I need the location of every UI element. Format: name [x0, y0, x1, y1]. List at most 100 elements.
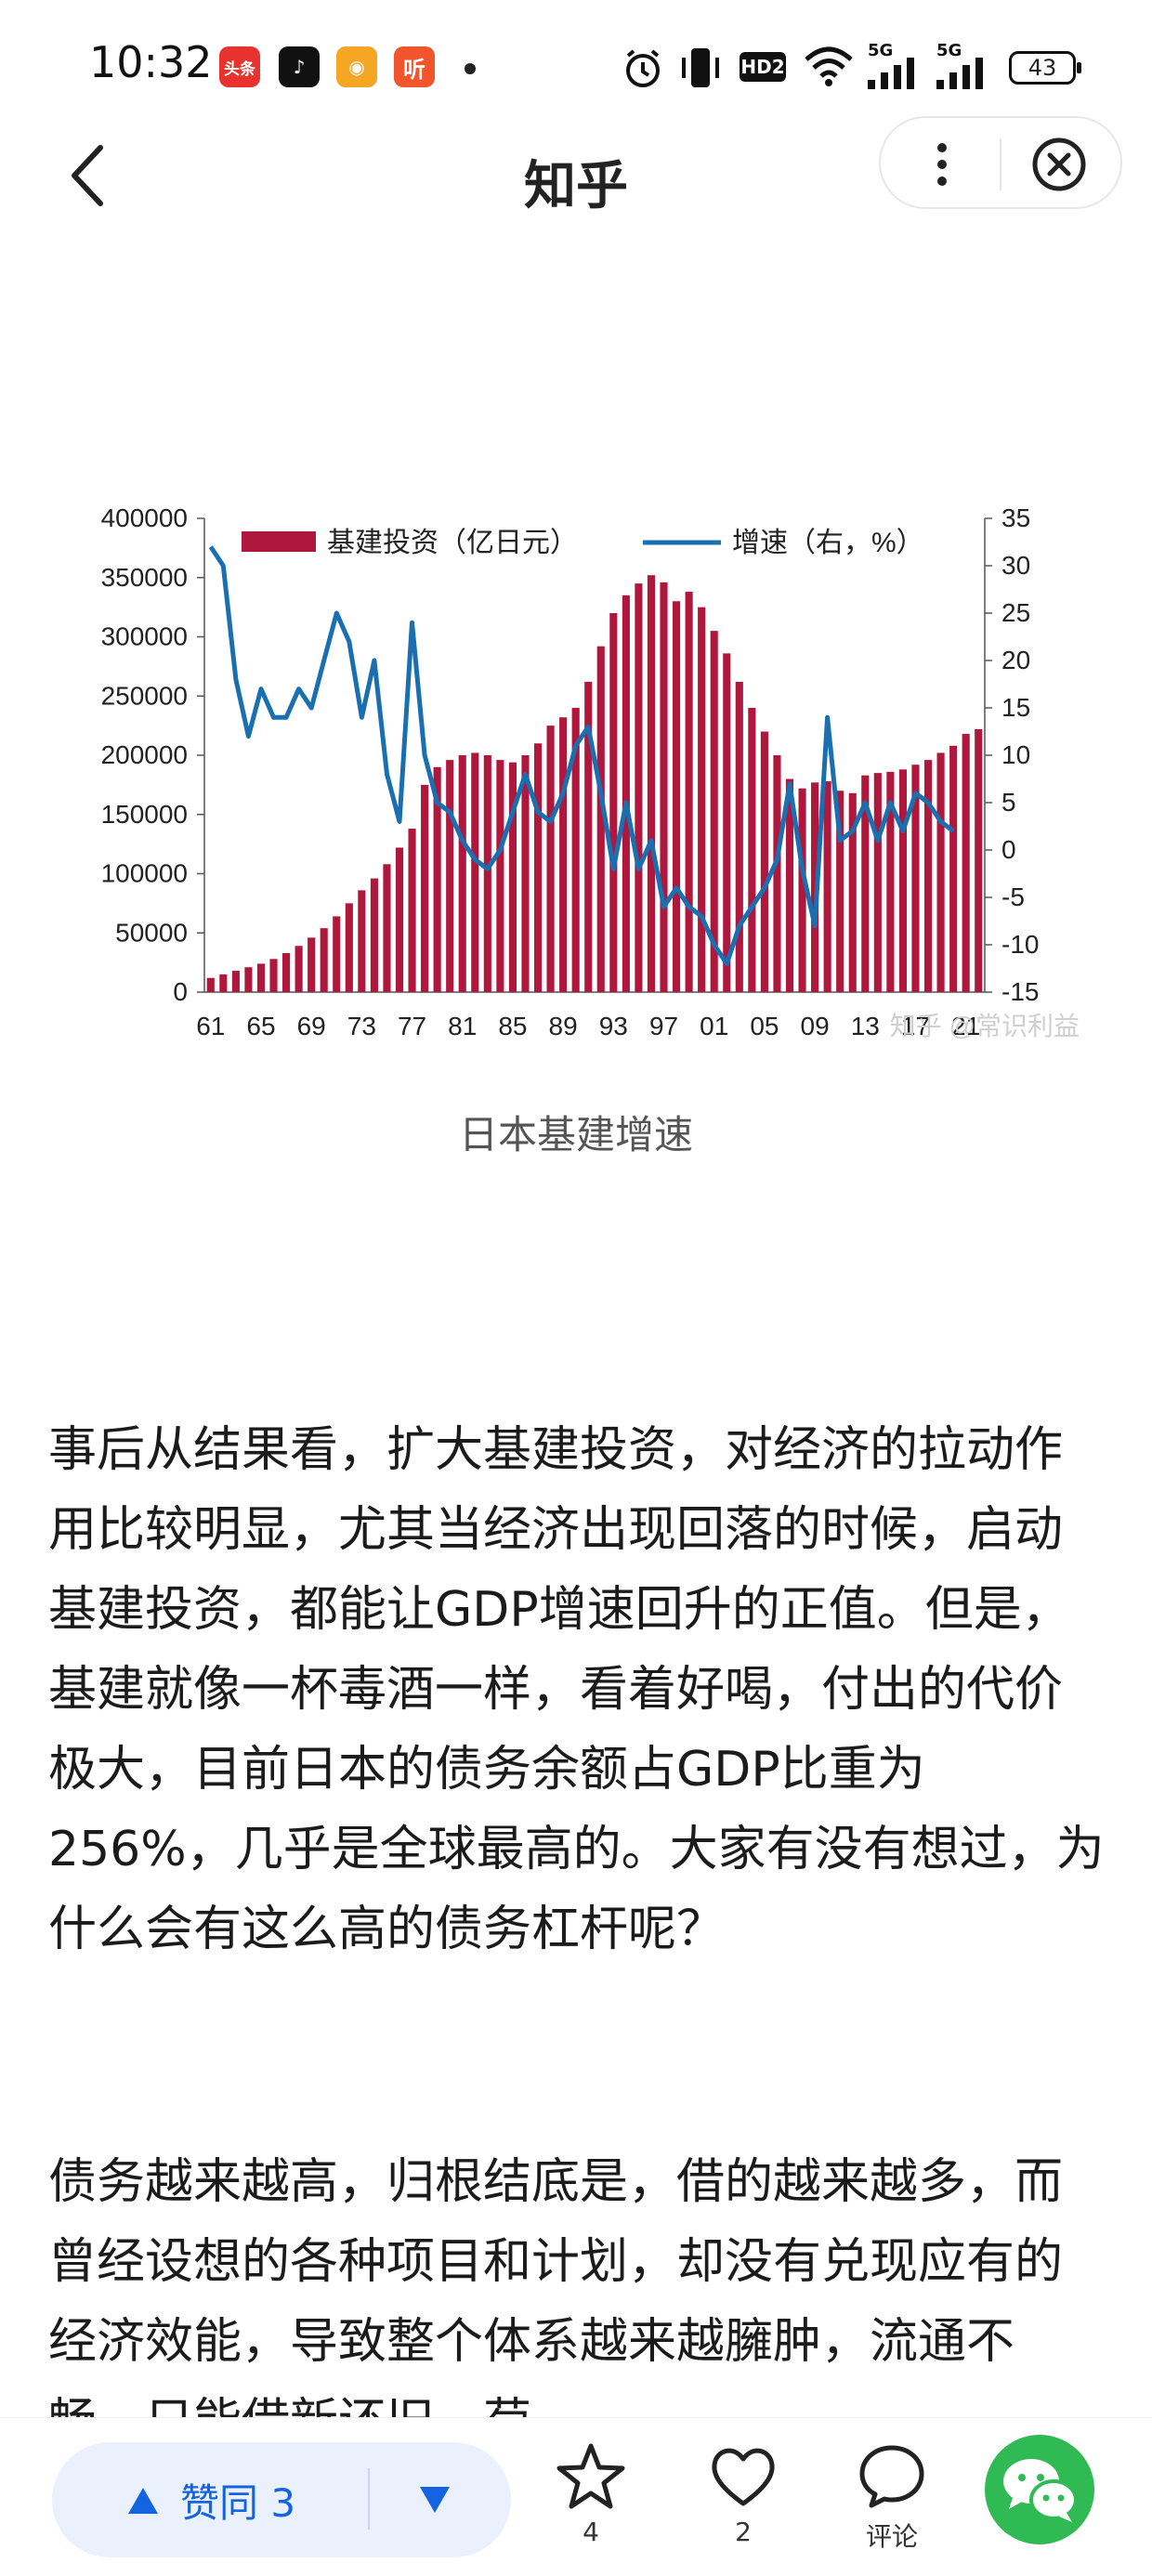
bar-1996	[648, 575, 655, 992]
bar-1976	[396, 847, 403, 992]
bar-1964	[244, 967, 252, 992]
right-tick-label: 30	[1001, 551, 1030, 580]
bar-1961	[207, 978, 215, 992]
left-tick-label: 200000	[101, 740, 188, 769]
capsule-divider	[1000, 138, 1001, 190]
x-tick-label: 09	[801, 1012, 830, 1040]
mini-program-capsule	[879, 116, 1122, 209]
right-tick-label: 0	[1001, 835, 1016, 864]
right-tick-label: 15	[1001, 693, 1030, 722]
infrastructure-chart: 4000003500003000002500002000001500001000…	[37, 483, 1115, 1059]
bar-2018	[924, 760, 932, 992]
x-tick-label: 61	[196, 1012, 225, 1040]
bar-2004	[748, 708, 755, 992]
x-tick-label: 01	[700, 1012, 728, 1040]
hd-icon: HD2	[740, 52, 786, 82]
5g-signal-icon: 5G	[868, 41, 923, 89]
x-tick-label: 69	[297, 1012, 326, 1040]
bar-1977	[408, 829, 415, 992]
bar-2003	[736, 682, 743, 992]
x-tick-label: 89	[549, 1012, 578, 1040]
wechat-icon	[985, 2435, 1094, 2544]
bar-1982	[471, 752, 478, 992]
left-tick-label: 50000	[115, 918, 188, 947]
bar-1974	[371, 879, 378, 992]
favorite-button[interactable]: 4	[535, 2442, 647, 2547]
bar-1970	[321, 928, 328, 992]
bar-1989	[559, 717, 567, 992]
bar-2022	[975, 729, 982, 992]
bar-2014	[874, 773, 882, 992]
x-tick-label: 05	[750, 1012, 779, 1040]
favorite-count: 4	[535, 2517, 647, 2547]
legend-bar-label: 基建投资（亿日元）	[327, 528, 578, 558]
battery-indicator: 43	[1009, 51, 1076, 85]
bar-2020	[949, 746, 957, 992]
wechat-share-button[interactable]	[985, 2435, 1094, 2544]
right-tick-label: -10	[1001, 930, 1039, 959]
left-tick-label: 300000	[101, 622, 188, 651]
bar-1975	[383, 864, 390, 992]
bar-1983	[484, 755, 491, 992]
bar-1973	[358, 890, 365, 992]
x-tick-label: 93	[599, 1012, 628, 1040]
ximalaya-icon: 听	[394, 46, 435, 87]
notification-dot	[465, 63, 476, 74]
like-button[interactable]: 2	[687, 2442, 799, 2547]
right-tick-label: -5	[1001, 883, 1025, 911]
triangle-down-icon[interactable]	[416, 2474, 453, 2524]
bar-1978	[421, 785, 428, 992]
bar-1965	[257, 963, 265, 992]
heart-icon	[708, 2442, 779, 2511]
douyin-icon: ♪	[279, 46, 320, 87]
x-tick-label: 13	[851, 1012, 880, 1040]
right-tick-label: 25	[1001, 598, 1030, 627]
weibo-icon: ◉	[336, 46, 377, 87]
left-tick-label: 350000	[101, 563, 188, 592]
close-circle-icon[interactable]	[1029, 135, 1089, 194]
bar-1998	[673, 601, 680, 992]
bar-1966	[269, 959, 277, 992]
bar-2021	[962, 734, 970, 992]
chart-caption: 日本基建增速	[0, 1104, 1152, 1160]
status-time: 10:32	[89, 37, 213, 87]
bar-1962	[219, 974, 227, 992]
comment-button[interactable]: 评论	[836, 2442, 948, 2554]
bar-1963	[232, 971, 240, 992]
legend-bar-swatch	[242, 531, 316, 552]
star-icon	[556, 2442, 626, 2511]
bar-1993	[609, 613, 617, 992]
bar-2002	[723, 653, 730, 992]
left-tick-label: 100000	[101, 859, 188, 888]
bar-1984	[496, 760, 504, 992]
like-count: 2	[687, 2517, 799, 2547]
more-vertical-icon[interactable]	[914, 137, 970, 192]
comment-bubble-icon	[857, 2442, 927, 2511]
bar-2006	[773, 755, 780, 992]
left-tick-label: 400000	[101, 503, 188, 532]
article-paragraph-2: 债务越来越高，归根结底是，借的越来越多，而曾经设想的各种项目和计划，却没有兑现应…	[48, 2142, 1107, 2462]
right-tick-label: 35	[1001, 503, 1030, 532]
bar-1995	[635, 583, 642, 992]
bar-1968	[295, 946, 303, 992]
vibrate-icon	[678, 45, 723, 91]
legend-line-label: 增速（右，%）	[732, 528, 924, 558]
bar-1999	[686, 592, 693, 992]
bar-2000	[698, 608, 705, 992]
bar-1987	[534, 743, 542, 992]
triangle-up-icon	[126, 2486, 160, 2516]
bar-1972	[346, 903, 353, 992]
bar-2005	[761, 732, 768, 993]
agree-button[interactable]: 赞同 3	[126, 2472, 295, 2529]
x-tick-label: 65	[246, 1012, 275, 1040]
x-tick-label: 85	[498, 1012, 527, 1040]
right-tick-label: -15	[1001, 977, 1039, 1006]
bar-1971	[333, 916, 340, 992]
article-paragraph-1: 事后从结果看，扩大基建投资，对经济的拉动作用比较明显，尤其当经济出现回落的时候，…	[48, 1410, 1107, 1969]
bar-2010	[824, 781, 831, 992]
comment-label: 评论	[836, 2517, 948, 2554]
bar-2019	[937, 752, 945, 992]
left-tick-label: 0	[173, 977, 188, 1006]
x-tick-label: 81	[448, 1012, 477, 1040]
x-tick-label: 97	[649, 1012, 678, 1040]
